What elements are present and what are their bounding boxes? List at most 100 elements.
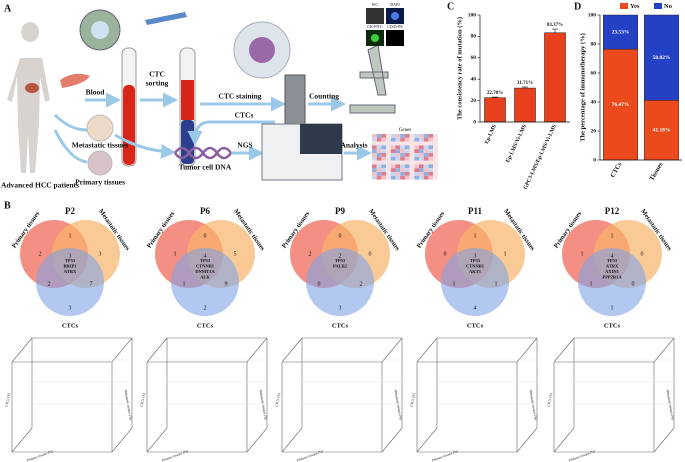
heatmap-cell [386, 160, 391, 165]
box-edge [416, 427, 438, 453]
venn-count: 0 [444, 251, 447, 257]
bar-segment [644, 14, 679, 101]
heatmap-cell [428, 175, 434, 180]
heatmap-cell [400, 160, 405, 165]
heatmap-cell [423, 149, 429, 153]
venn-title: P2 [65, 206, 75, 216]
heatmap-cell [395, 145, 401, 150]
heatmap-cell [409, 168, 415, 172]
heatmap-cell [372, 156, 377, 161]
stain-image [386, 30, 404, 46]
heatmap-cell [404, 141, 410, 146]
heatmap-cell [428, 160, 434, 165]
venn-count: 9 [225, 281, 228, 287]
stain-label: CK-FITC [367, 24, 383, 29]
heatmap-cell [419, 164, 424, 169]
heatmap-cell [400, 172, 405, 176]
stain-label: CD45-PE [387, 24, 403, 29]
heatmap [372, 134, 438, 180]
patient-body [7, 22, 50, 174]
box-edge [11, 427, 33, 453]
vessel [60, 73, 90, 88]
liver [25, 83, 39, 93]
heatmap-cell [409, 137, 415, 142]
venn-title: P9 [335, 206, 345, 216]
heatmap-cell [433, 164, 438, 169]
panel-letter: D [574, 1, 581, 12]
venn-count: 2 [339, 253, 342, 259]
panel-letter: A [4, 3, 12, 14]
legend-swatch [620, 3, 628, 9]
heatmap-cell [376, 156, 382, 161]
heatmap-cell [381, 149, 387, 153]
venn-count: 0 [339, 233, 342, 239]
heatmap-cell [419, 168, 424, 172]
venn-count: 2 [204, 305, 207, 311]
heatmap-cell [386, 156, 391, 161]
tissue [87, 150, 113, 176]
heatmap-cell [428, 149, 434, 153]
heatmap-cell [400, 141, 405, 146]
box-edge [111, 337, 133, 363]
box-edge [281, 337, 303, 363]
heatmap-cell [414, 156, 419, 161]
heatmap-cell [386, 141, 391, 146]
heatmap-cell [414, 168, 419, 172]
venn-label: CTCs [62, 322, 79, 329]
bar-segment [603, 14, 638, 50]
heatmap-cell [414, 149, 419, 153]
venn-count: 0 [318, 281, 321, 287]
heatmap-cell [395, 175, 401, 180]
heatmap-cell [372, 172, 377, 176]
heatmap-cell [386, 145, 391, 150]
heatmap-cell [395, 172, 401, 176]
heatmap-cell [381, 172, 387, 176]
heatmap-cell [395, 164, 401, 169]
heatmap-cell [400, 153, 405, 157]
heatmap-cell [395, 141, 401, 146]
scatter-axis-label: Metastatic tissues (%) [666, 389, 675, 421]
value-label: 23.53% [612, 29, 630, 35]
heatmap-cell [390, 149, 396, 153]
y-tick-label: 20 [471, 98, 477, 104]
heatmap-cell [414, 175, 419, 180]
x-tick-label: CTCs [609, 161, 623, 179]
scatter-axis-label: Primary tissues (%) [161, 449, 189, 462]
heatmap-cell [414, 153, 419, 157]
heatmap-cell [376, 137, 382, 142]
heatmap-cell [404, 164, 410, 169]
heatmap-cell [433, 134, 438, 138]
heatmap-cell [404, 156, 410, 161]
heatmap-cell [423, 175, 429, 180]
venn-gene: PPP2R1A [602, 275, 622, 280]
heatmap-cell [400, 175, 405, 180]
heatmap-cell [423, 160, 429, 165]
microscope [349, 44, 396, 114]
venn-count: 2 [48, 281, 51, 287]
y-tick-label: 0 [593, 157, 596, 163]
stain-label: DAPI [390, 2, 400, 7]
heatmap-cell [423, 172, 429, 176]
box-edge [653, 427, 675, 453]
heatmap-cell [423, 153, 429, 157]
heatmap-cell [419, 172, 424, 176]
venn-title: P11 [468, 206, 483, 216]
venn-circle [171, 248, 239, 316]
heatmap-cell [433, 141, 438, 146]
scatter-axis-label: Metastatic tissues (%) [259, 389, 268, 421]
heatmap-cell [381, 175, 387, 180]
heatmap-cell [433, 160, 438, 165]
heatmap-cell [372, 149, 377, 153]
heatmap-cell [414, 141, 419, 146]
heatmap-cell [390, 175, 396, 180]
heatmap-cell [376, 160, 382, 165]
value-label: 22.70% [487, 91, 503, 96]
venn-label: CTCs [332, 322, 349, 329]
tissue [86, 114, 114, 142]
venn-count: 1 [453, 281, 456, 287]
label: Advanced HCC patients [1, 181, 79, 190]
heatmap-cell [390, 164, 396, 169]
heatmap-cell [409, 141, 415, 146]
heatmap-cell [409, 164, 415, 169]
panel-letter: B [4, 200, 11, 211]
